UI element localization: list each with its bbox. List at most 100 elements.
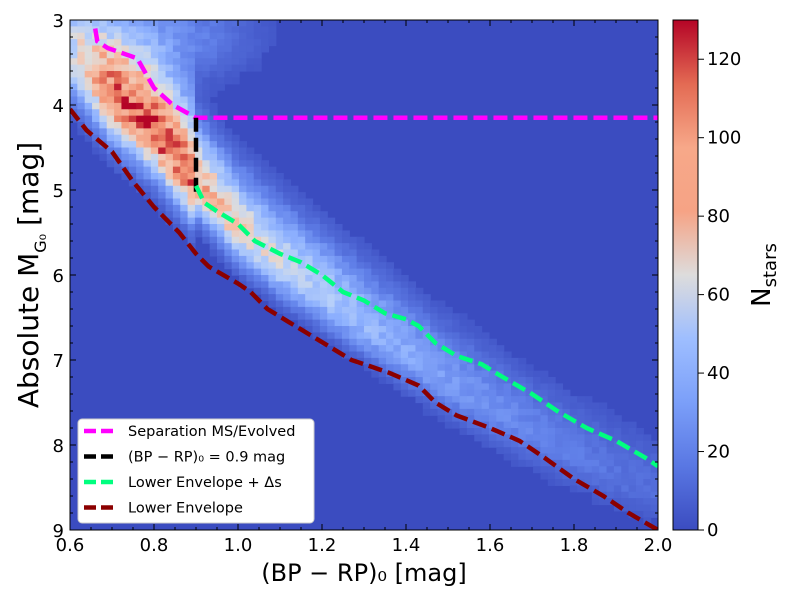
x-axis-ticks: 0.6 0.8 1.0 1.2 1.4 1.6 1.8 2.0: [56, 20, 672, 556]
heatmap-cell: [150, 102, 159, 110]
heatmap-cell: [635, 504, 644, 512]
heatmap-cell: [231, 77, 240, 85]
heatmap-cell: [275, 236, 284, 244]
heatmap-cell: [158, 147, 167, 155]
heatmap-cell: [312, 249, 321, 257]
colorbar-label: Nstars: [747, 243, 781, 307]
heatmap-cell: [613, 466, 622, 474]
heatmap-cell: [194, 160, 203, 168]
heatmap-cell: [312, 287, 321, 295]
x-tick-label: 1.8: [560, 535, 589, 556]
heatmap-cell: [202, 51, 211, 59]
heatmap-cell: [283, 204, 292, 212]
heatmap-cell: [246, 64, 255, 72]
heatmap-cell: [297, 255, 306, 263]
heatmap-cell: [70, 102, 78, 110]
heatmap-cell: [415, 319, 424, 327]
heatmap-cell: [202, 147, 211, 155]
heatmap-cell: [261, 224, 270, 231]
heatmap-cell: [239, 160, 247, 168]
heatmap-cell: [393, 332, 402, 340]
heatmap-cell: [511, 396, 519, 404]
heatmap-cell: [172, 51, 181, 59]
heatmap-cell: [136, 115, 145, 123]
heatmap-cell: [209, 147, 218, 155]
heatmap-cell: [202, 211, 211, 219]
heatmap-cell: [121, 64, 130, 72]
heatmap-cell: [261, 160, 270, 168]
heatmap-cell: [158, 20, 167, 27]
heatmap-cell: [562, 447, 571, 455]
heatmap-cell: [452, 421, 461, 429]
heatmap-cell: [92, 109, 100, 117]
heatmap-cell: [613, 498, 622, 506]
heatmap-cell: [224, 230, 233, 238]
heatmap-cell: [70, 71, 78, 78]
heatmap-cell: [268, 294, 277, 302]
heatmap-cell: [150, 115, 159, 123]
heatmap-cell: [217, 255, 225, 263]
heatmap-cell: [268, 179, 277, 187]
heatmap-cell: [599, 453, 608, 461]
heatmap-cell: [165, 45, 174, 53]
heatmap-cell: [371, 255, 380, 263]
heatmap-cell: [488, 364, 497, 372]
x-tick-label: 1.2: [308, 535, 337, 556]
heatmap-cell: [275, 198, 284, 206]
heatmap-cell: [99, 153, 108, 161]
heatmap-cell: [430, 377, 439, 384]
heatmap-cell: [261, 262, 270, 270]
heatmap-cell: [422, 319, 431, 327]
heatmap-cell: [261, 173, 270, 180]
heatmap-cell: [202, 96, 211, 104]
heatmap-cell: [136, 96, 145, 104]
heatmap-cell: [268, 192, 277, 200]
heatmap-cell: [165, 83, 174, 91]
heatmap-cell: [246, 281, 255, 289]
heatmap-cell: [253, 217, 262, 225]
heatmap-cell: [437, 370, 446, 378]
heatmap-cell: [474, 377, 483, 384]
heatmap-cell: [437, 313, 446, 321]
heatmap-cell: [437, 396, 446, 404]
heatmap-cell: [547, 440, 556, 448]
heatmap-cell: [341, 230, 350, 238]
heatmap-cell: [290, 249, 299, 257]
heatmap-cell: [393, 338, 402, 346]
heatmap-cell: [180, 204, 189, 212]
heatmap-cell: [555, 421, 564, 429]
heatmap-cell: [143, 20, 152, 27]
heatmap-cell: [628, 447, 637, 455]
heatmap-cell: [209, 64, 218, 72]
heatmap-cell: [209, 160, 218, 168]
heatmap-cell: [261, 20, 270, 27]
heatmap-cell: [408, 326, 417, 333]
heatmap-cell: [297, 249, 306, 257]
heatmap-cell: [349, 351, 358, 359]
heatmap-cell: [187, 128, 196, 136]
heatmap-cell: [158, 160, 167, 168]
heatmap-cell: [290, 281, 299, 289]
heatmap-cell: [268, 281, 277, 289]
heatmap-cell: [364, 249, 372, 257]
heatmap-cell: [430, 319, 439, 327]
heatmap-cell: [143, 83, 152, 91]
heatmap-cell: [194, 204, 203, 212]
heatmap-cell: [143, 134, 152, 142]
heatmap-cell: [165, 141, 174, 149]
heatmap-cell: [408, 287, 417, 295]
heatmap-cell: [540, 370, 549, 378]
heatmap-cell: [364, 313, 372, 321]
heatmap-cell: [114, 109, 123, 117]
heatmap-cell: [503, 440, 512, 448]
heatmap-cell: [341, 345, 350, 353]
heatmap-cell: [194, 173, 203, 180]
heatmap-cell: [224, 249, 233, 257]
y-tick-label: 3: [53, 11, 64, 32]
heatmap-cell: [261, 198, 270, 206]
heatmap-cell: [525, 428, 534, 435]
heatmap-cell: [518, 389, 527, 397]
heatmap-cell: [172, 109, 181, 117]
heatmap-cell: [540, 434, 549, 442]
